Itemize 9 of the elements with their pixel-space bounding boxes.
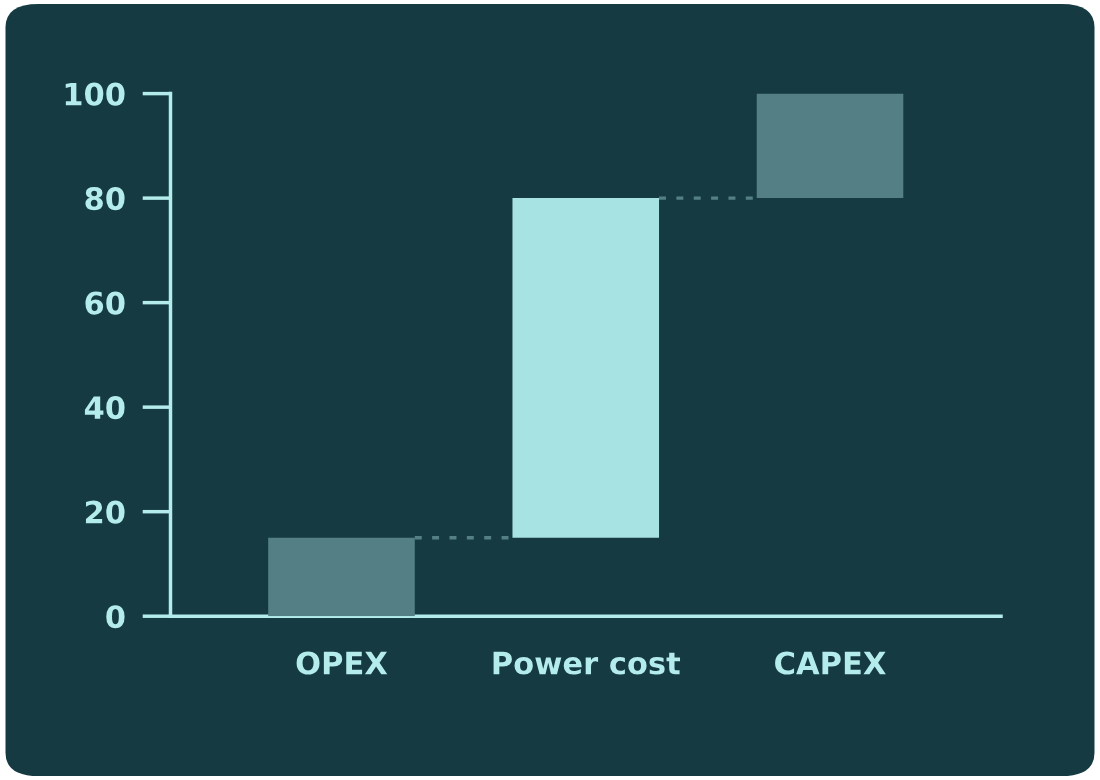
x-tick-label: CAPEX (775, 651, 886, 675)
y-tick-label: 20 (85, 500, 125, 524)
x-tick-label: Power cost (493, 651, 681, 675)
y-tick-label: 0 (106, 605, 125, 629)
y-tick-label: 80 (85, 187, 125, 211)
y-tick-label: 100 (65, 82, 125, 106)
y-tick-label: 40 (84, 396, 125, 420)
y-tick-label: 60 (85, 291, 125, 315)
x-tick-label: OPEX (296, 651, 388, 675)
